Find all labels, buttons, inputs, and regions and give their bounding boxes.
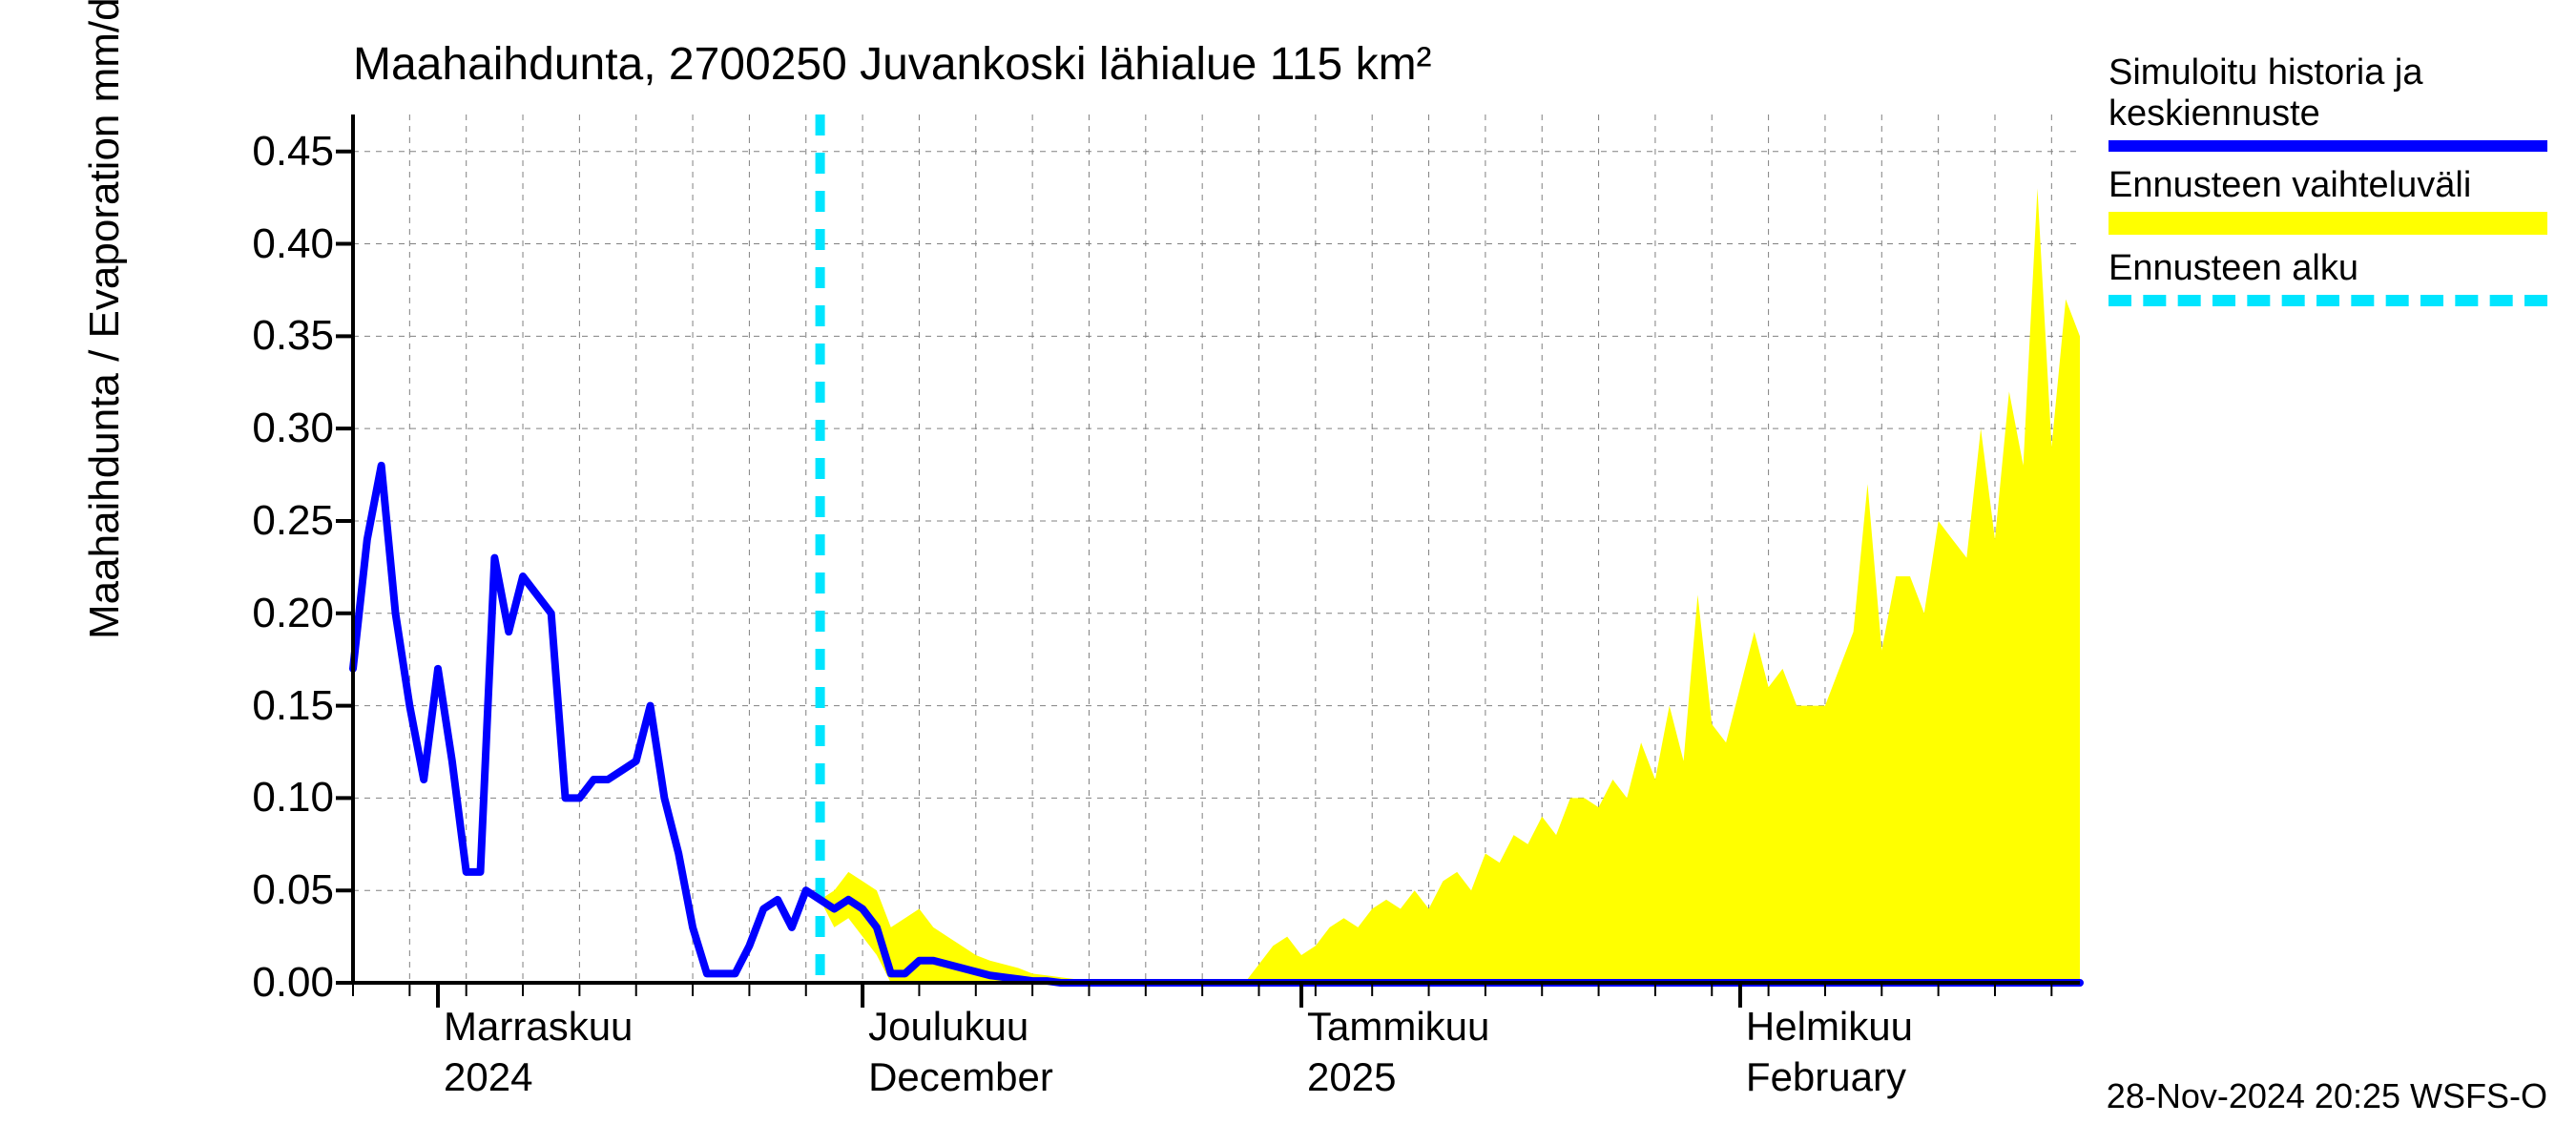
footer-timestamp: 28-Nov-2024 20:25 WSFS-O	[2107, 1076, 2547, 1116]
y-axis-label: Maahaihdunta / Evaporation mm/d	[81, 0, 129, 639]
legend-item: Ennusteen alku	[2109, 248, 2547, 306]
x-tick-label: Joulukuu December	[868, 1002, 1053, 1102]
y-tick-label: 0.20	[252, 590, 334, 637]
y-tick-label: 0.25	[252, 497, 334, 545]
y-tick-label: 0.10	[252, 774, 334, 822]
y-tick-label: 0.45	[252, 128, 334, 176]
legend-label: Ennusteen alku	[2109, 248, 2547, 289]
y-tick-label: 0.00	[252, 959, 334, 1007]
legend: Simuloitu historia ja keskiennuste Ennust…	[2109, 52, 2547, 320]
legend-item: Ennusteen vaihteluväli	[2109, 165, 2547, 235]
x-tick-label: Helmikuu February	[1746, 1002, 1913, 1102]
chart-container: Maahaihdunta, 2700250 Juvankoski lähialu…	[0, 0, 2576, 1145]
legend-label: Ennusteen vaihteluväli	[2109, 165, 2547, 206]
y-tick-label: 0.15	[252, 682, 334, 730]
legend-swatch	[2109, 212, 2547, 235]
x-tick-label: Tammikuu 2025	[1307, 1002, 1489, 1102]
legend-label: Simuloitu historia ja keskiennuste	[2109, 52, 2547, 135]
y-tick-label: 0.35	[252, 312, 334, 360]
legend-item: Simuloitu historia ja keskiennuste	[2109, 52, 2547, 152]
plot-area	[353, 114, 2080, 983]
y-tick-label: 0.40	[252, 220, 334, 268]
y-tick-label: 0.05	[252, 866, 334, 914]
chart-title: Maahaihdunta, 2700250 Juvankoski lähialu…	[353, 38, 1432, 91]
legend-swatch	[2109, 295, 2547, 306]
legend-swatch	[2109, 140, 2547, 152]
y-tick-label: 0.30	[252, 405, 334, 452]
x-tick-label: Marraskuu 2024	[444, 1002, 633, 1102]
